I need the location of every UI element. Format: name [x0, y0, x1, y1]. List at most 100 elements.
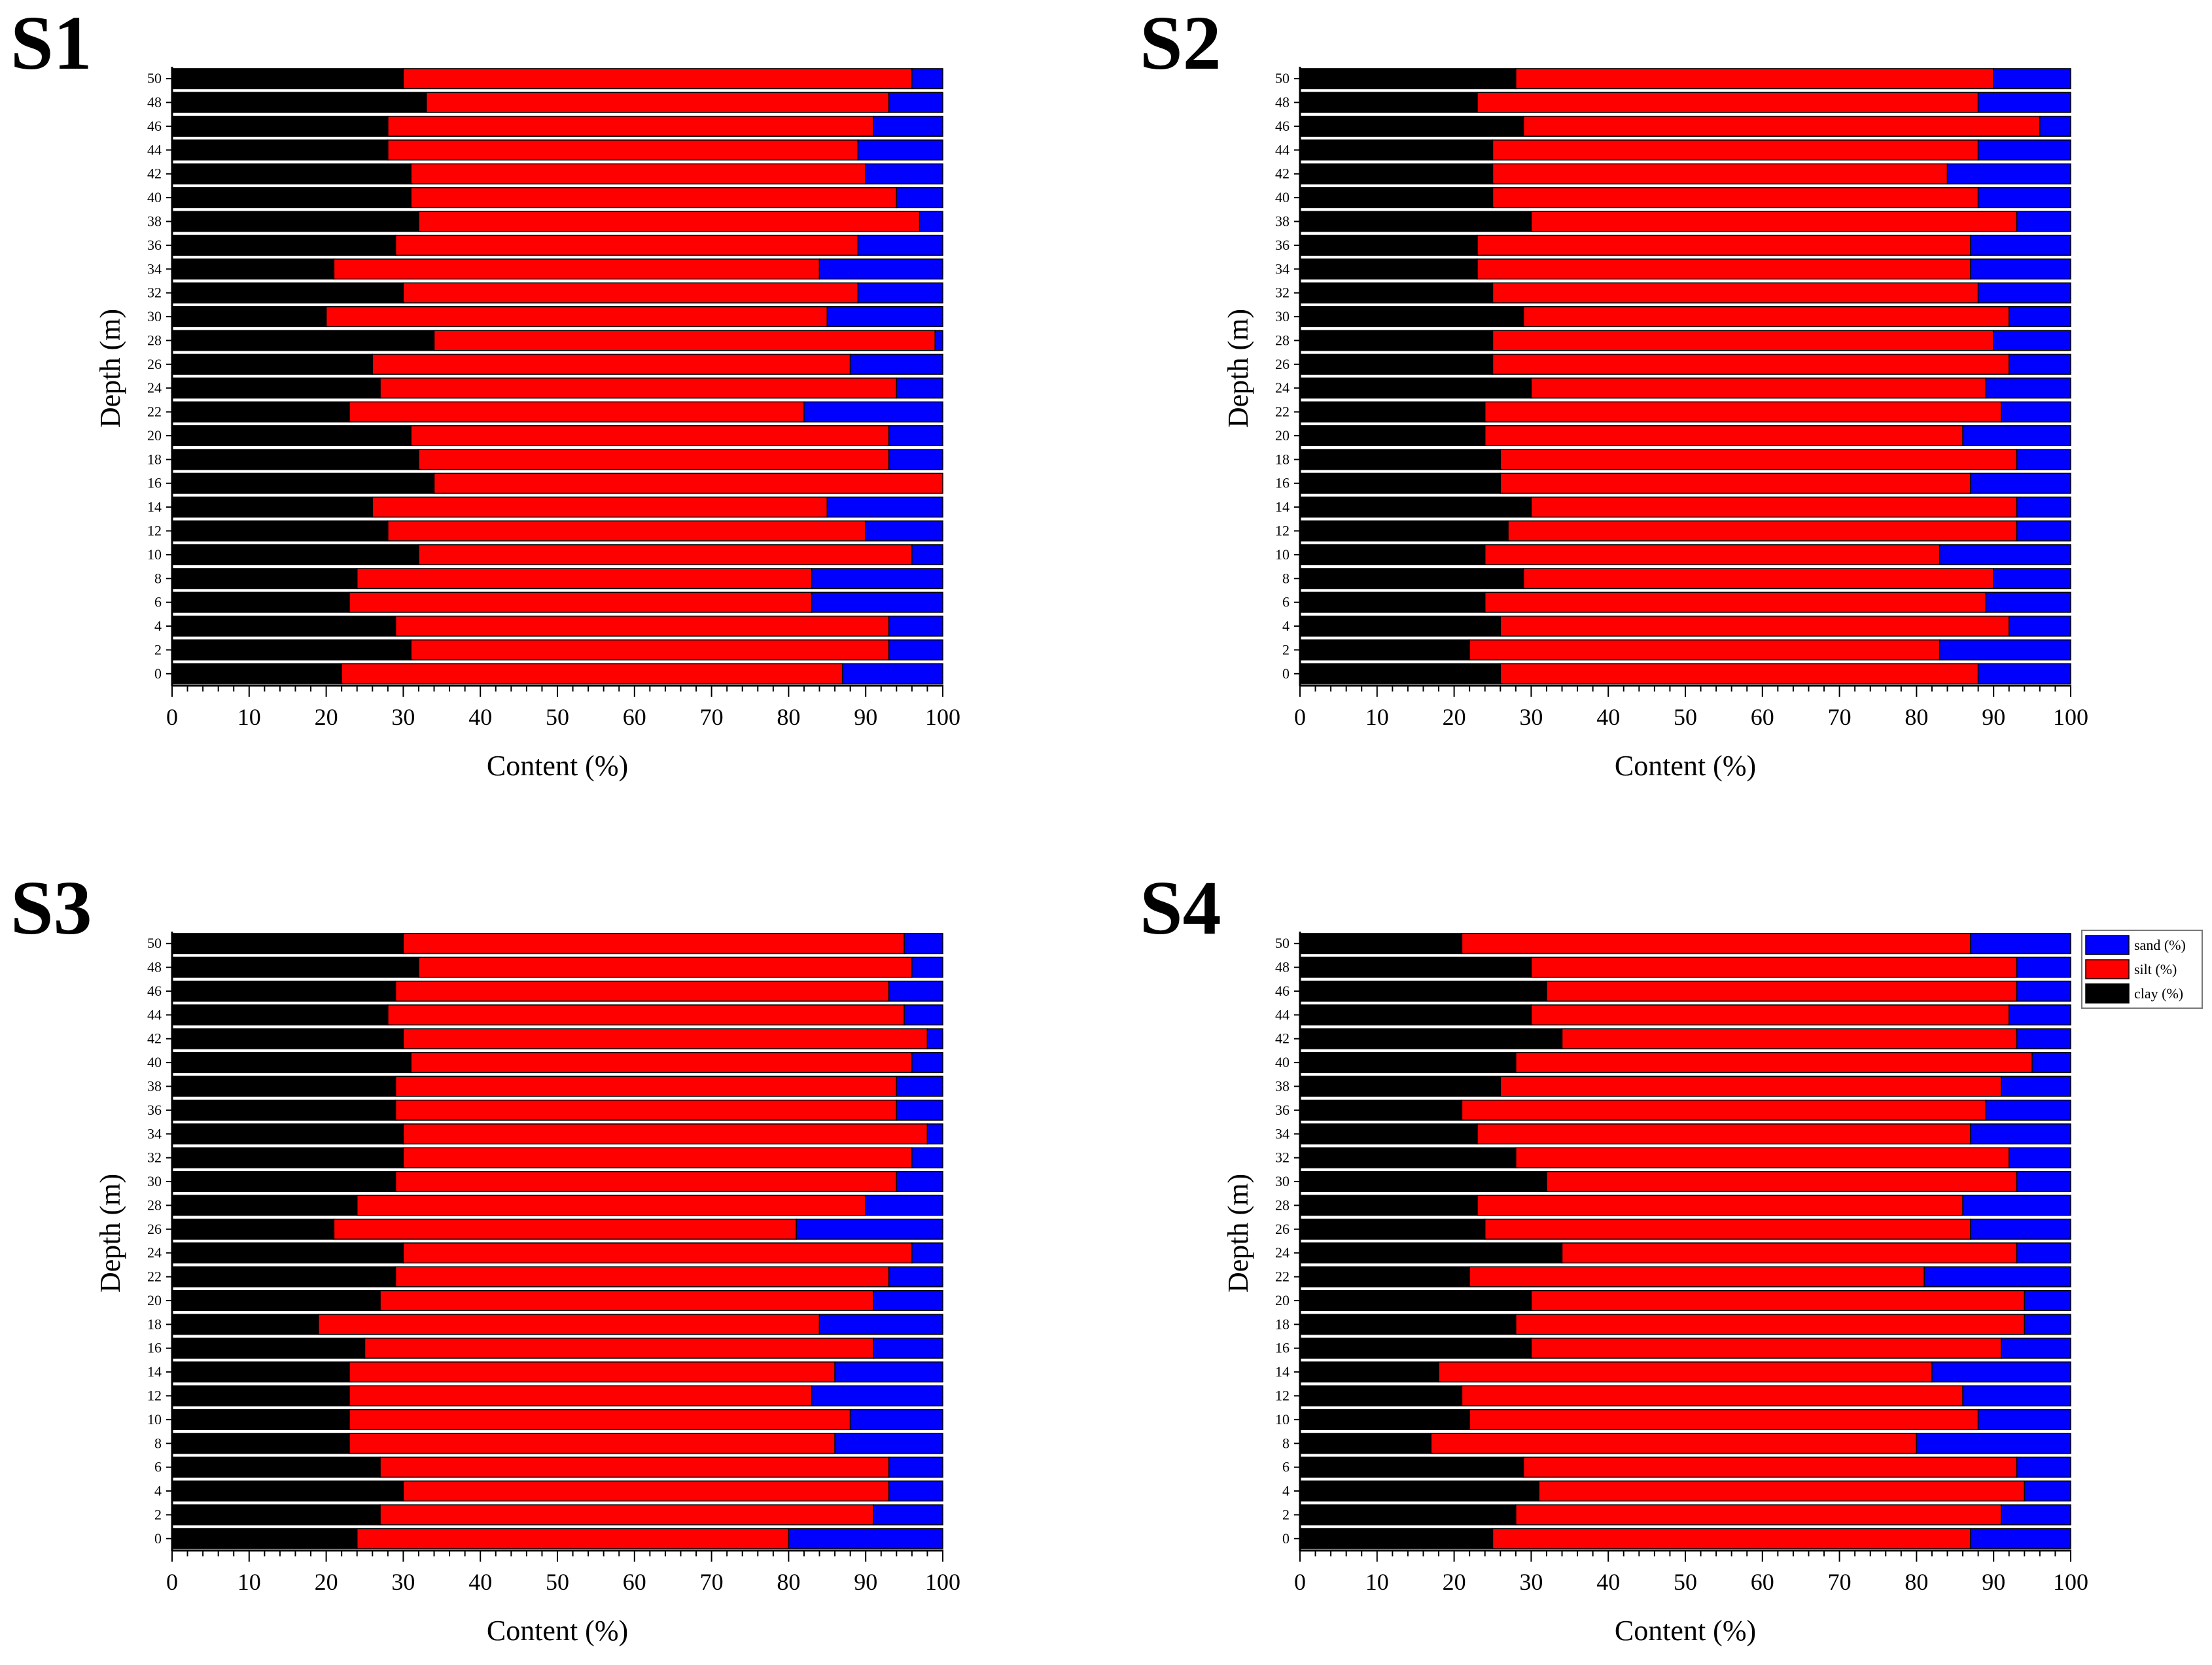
bar-segment-sand-depth-50 [1993, 68, 2071, 90]
y-tick-label: 10 [147, 1411, 162, 1428]
x-tick-label: 70 [1828, 704, 1852, 730]
y-tick-label: 2 [154, 1506, 162, 1522]
y-tick-label: 30 [1275, 1173, 1290, 1189]
bar-segment-silt-depth-48 [425, 92, 890, 113]
bar-segment-sand-depth-4 [2009, 616, 2071, 637]
x-tick-label: 50 [1674, 704, 1697, 730]
bar-segment-sand-depth-20 [2024, 1289, 2071, 1311]
bar-segment-clay-depth-44 [1299, 139, 1494, 161]
y-tick-label: 36 [1275, 1102, 1290, 1118]
bar-segment-clay-depth-30 [171, 1171, 396, 1193]
bar-segment-sand-depth-22 [803, 401, 943, 423]
y-tick-label: 22 [147, 404, 162, 420]
bar-segment-silt-depth-10 [1484, 544, 1940, 565]
y-tick-label: 18 [1275, 451, 1290, 467]
y-tick-label: 28 [147, 1197, 162, 1213]
x-tick-label: 40 [468, 1569, 492, 1595]
bar-segment-clay-depth-4 [171, 616, 396, 637]
bar-segment-clay-depth-38 [1299, 1076, 1501, 1097]
bar-segment-silt-depth-44 [387, 1004, 905, 1026]
chart-panel-s2: S202468101214161820222426283032343638404… [1140, 0, 2088, 782]
bar-segment-silt-depth-28 [433, 330, 936, 351]
panel-title: S2 [1140, 0, 1221, 86]
bar-segment-clay-depth-0 [171, 663, 342, 684]
bar-segment-sand-depth-26 [1970, 1218, 2071, 1240]
bar-segment-silt-depth-12 [1507, 520, 2018, 542]
bar-segment-clay-depth-2 [171, 639, 412, 661]
bar-segment-sand-depth-48 [1977, 92, 2071, 113]
bar-segment-clay-depth-48 [1299, 92, 1478, 113]
y-tick-label: 28 [147, 332, 162, 348]
y-tick-label: 6 [154, 594, 162, 610]
y-tick-label: 14 [147, 1363, 162, 1380]
bar-segment-clay-depth-8 [1299, 1433, 1432, 1454]
bar-segment-clay-depth-40 [1299, 1052, 1517, 1074]
bar-segment-silt-depth-36 [1461, 1099, 1987, 1121]
bar-segment-silt-depth-8 [1522, 568, 1994, 589]
x-tick-label: 60 [623, 704, 646, 730]
x-tick-label: 80 [1905, 704, 1928, 730]
x-tick-label: 20 [315, 1569, 338, 1595]
y-tick-label: 6 [1282, 1459, 1290, 1475]
bar-segment-sand-depth-36 [1985, 1099, 2071, 1121]
y-tick-label: 48 [147, 959, 162, 975]
y-tick-label: 46 [147, 983, 162, 999]
bar-segment-silt-depth-50 [1461, 933, 1971, 955]
bar-segment-silt-depth-50 [402, 68, 913, 90]
x-tick-label: 90 [1982, 704, 2005, 730]
bar-segment-clay-depth-26 [1299, 353, 1494, 375]
x-tick-label: 0 [166, 704, 178, 730]
bar-segment-clay-depth-44 [1299, 1004, 1532, 1026]
bar-segment-silt-depth-2 [1469, 639, 1940, 661]
legend-swatch-silt [2085, 959, 2130, 979]
bar-segment-clay-depth-42 [171, 163, 412, 184]
bar-segment-clay-depth-46 [171, 115, 389, 137]
x-tick-label: 10 [1365, 704, 1389, 730]
bar-segment-clay-depth-14 [1299, 497, 1532, 518]
bar-segment-clay-depth-16 [1299, 1337, 1532, 1359]
bar-segment-silt-depth-30 [395, 1171, 898, 1193]
bar-segment-silt-depth-34 [402, 1123, 928, 1145]
y-tick-label: 8 [154, 570, 162, 586]
bar-segment-silt-depth-42 [1561, 1028, 2018, 1049]
bar-segment-clay-depth-32 [1299, 282, 1494, 304]
bar-segment-silt-depth-24 [1561, 1242, 2018, 1264]
x-tick-label: 100 [925, 704, 960, 730]
bar-segment-silt-depth-24 [402, 1242, 913, 1264]
bar-segment-sand-depth-10 [911, 544, 943, 565]
bar-segment-sand-depth-50 [911, 68, 943, 90]
bar-segment-silt-depth-4 [1500, 616, 2010, 637]
bar-segment-silt-depth-6 [349, 591, 813, 613]
bar-segment-silt-depth-40 [410, 1052, 913, 1074]
x-tick-label: 40 [1596, 1569, 1620, 1595]
bar-segment-sand-depth-12 [865, 520, 943, 542]
bar-segment-sand-depth-30 [896, 1171, 943, 1193]
y-tick-label: 42 [147, 166, 162, 182]
x-tick-label: 10 [237, 704, 261, 730]
y-tick-label: 20 [1275, 427, 1290, 444]
bar-segment-sand-depth-8 [811, 568, 943, 589]
bar-segment-clay-depth-42 [171, 1028, 404, 1049]
y-tick-label: 12 [147, 523, 162, 539]
bar-segment-sand-depth-6 [2016, 1456, 2071, 1478]
y-tick-label: 2 [1282, 641, 1290, 657]
bar-segment-silt-depth-20 [1484, 425, 1963, 446]
y-tick-label: 36 [1275, 237, 1290, 253]
bar-segment-silt-depth-42 [1492, 163, 1948, 184]
bar-segment-silt-depth-22 [1484, 401, 2002, 423]
legend-swatch-clay [2085, 983, 2130, 1004]
bar-segment-sand-depth-0 [842, 663, 943, 684]
y-tick-label: 24 [1275, 1244, 1290, 1261]
x-tick-label: 80 [777, 1569, 800, 1595]
bar-segment-clay-depth-14 [171, 497, 374, 518]
bar-segment-sand-depth-36 [896, 1099, 943, 1121]
y-tick-label: 38 [147, 213, 162, 230]
bar-segment-sand-depth-4 [888, 616, 943, 637]
bar-segment-sand-depth-14 [826, 497, 943, 518]
bar-segment-silt-depth-8 [349, 1433, 835, 1454]
bar-segment-clay-depth-12 [171, 520, 389, 542]
bar-segment-silt-depth-38 [1530, 211, 2018, 232]
bar-segment-silt-depth-46 [1546, 980, 2018, 1002]
y-tick-label: 0 [1282, 665, 1290, 682]
